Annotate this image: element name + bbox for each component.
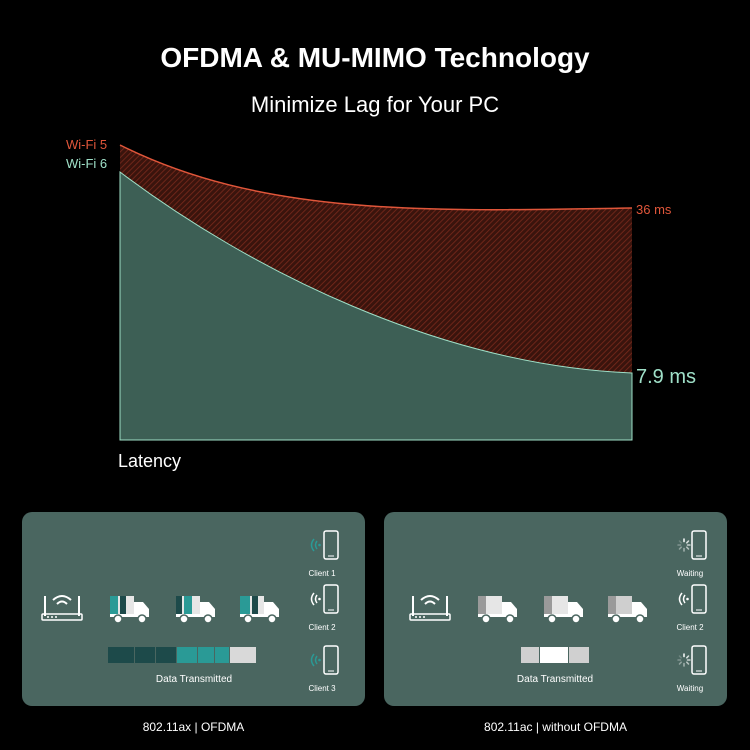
client-device: Client 2 [660,582,720,632]
no-ofdma-caption: 802.11ac | without OFDMA [484,720,627,734]
page-title: OFDMA & MU-MIMO Technology [160,42,590,73]
series-label-wifi5: Wi-Fi 5 [66,137,107,152]
truck-icon [544,596,583,624]
client-label: Client 3 [308,684,336,693]
no-ofdma-panel: Data Transmitted Waiting Cl [384,512,727,706]
wifi6-area [119,170,633,441]
truck-icon [176,596,215,624]
data-transmitted-bar [521,647,589,663]
truck-icon [608,596,647,624]
router-icon [409,595,451,621]
client-label: Client 1 [308,569,336,578]
router-icon [41,595,83,621]
phone-loading-icon [677,530,707,560]
latency-chart: Wi-Fi 5 Wi-Fi 6 36 ms 7.9 ms Latency [66,137,696,471]
series-label-wifi6: Wi-Fi 6 [66,156,107,171]
client-device: Waiting [660,528,720,578]
phone-wifi-icon [310,645,339,675]
phone-wifi-icon [678,584,707,614]
client-device: Client 3 [292,643,352,693]
truck-icon [478,596,517,624]
client-label: Client 2 [676,623,704,632]
ofdma-caption: 802.11ax | OFDMA [142,720,245,734]
wifi5-line [119,144,633,211]
phone-loading-icon [677,645,707,675]
client-label: Waiting [676,569,704,578]
data-transmitted-label: Data Transmitted [516,674,594,685]
wifi6-end-value: 7.9 ms [636,366,696,388]
truck-icon [240,596,279,624]
client-device: Waiting [660,643,720,693]
client-label: Waiting [676,684,704,693]
x-axis-label: Latency [118,451,181,471]
page-subtitle: Minimize Lag for Your PC [250,92,500,117]
data-transmitted-label: Data Transmitted [155,674,233,685]
client-device: Client 1 [292,528,352,578]
phone-wifi-icon [310,584,339,614]
ofdma-panel: Data Transmitted Client 1 Client 2 Cl [22,512,365,706]
truck-icon [110,596,149,624]
phone-wifi-icon [310,530,339,560]
wifi5-end-value: 36 ms [636,202,672,217]
data-transmitted-bar [108,647,256,663]
wifi5-area [120,145,632,373]
client-device: Client 2 [292,582,352,632]
client-label: Client 2 [308,623,336,632]
